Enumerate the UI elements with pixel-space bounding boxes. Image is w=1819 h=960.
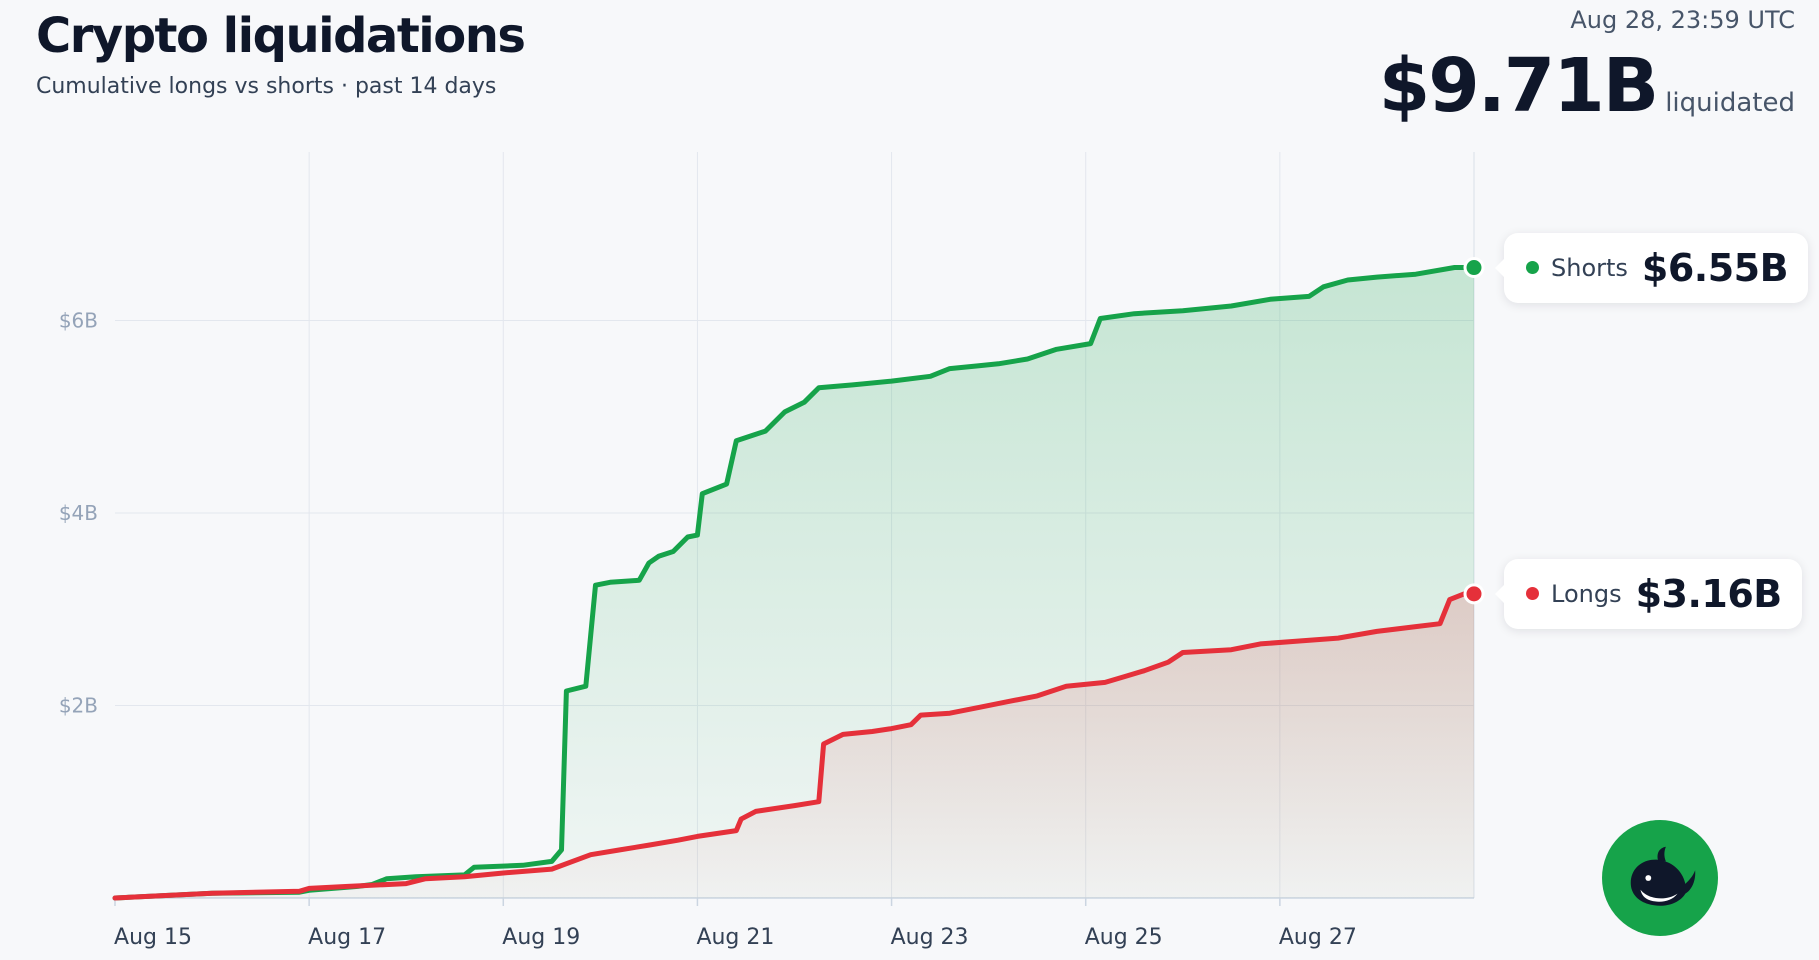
x-tick-label: Aug 15 — [114, 925, 192, 950]
total-value: $9.71B — [1378, 43, 1659, 129]
shorts-callout: Shorts $6.55B — [1494, 232, 1809, 303]
shorts-end-point — [1463, 257, 1485, 279]
x-tick-label: Aug 19 — [502, 925, 580, 950]
page-title: Crypto liquidations — [36, 8, 526, 64]
longs-callout: Longs $3.16B — [1495, 558, 1802, 629]
longs-end-point — [1463, 583, 1485, 605]
total-suffix: liquidated — [1665, 88, 1795, 118]
whale-icon — [1630, 846, 1696, 906]
y-tick-label: $4B — [59, 501, 98, 525]
x-tick-label: Aug 27 — [1279, 925, 1357, 950]
longs-callout-name: Longs — [1551, 579, 1622, 608]
page-subtitle: Cumulative longs vs shorts · past 14 day… — [36, 74, 497, 99]
longs-legend-dot — [1526, 587, 1539, 601]
longs-area — [115, 593, 1474, 898]
shorts-callout-value: $6.55B — [1641, 245, 1789, 290]
y-tick-label: $2B — [59, 693, 98, 717]
x-tick-label: Aug 17 — [308, 925, 386, 950]
timestamp: Aug 28, 23:59 UTC — [1570, 6, 1795, 34]
shorts-callout-name: Shorts — [1551, 253, 1628, 282]
brand-logo[interactable] — [1602, 820, 1718, 936]
x-tick-label: Aug 25 — [1085, 925, 1163, 950]
longs-line — [112, 591, 1477, 901]
x-tick-label: Aug 21 — [696, 925, 774, 950]
y-tick-label: $6B — [59, 308, 98, 332]
shorts-line — [112, 265, 1477, 901]
total-liquidated: $9.71B liquidated — [1379, 44, 1795, 128]
longs-callout-value: $3.16B — [1635, 571, 1783, 616]
shorts-legend-dot — [1526, 261, 1539, 274]
x-tick-label: Aug 23 — [891, 925, 969, 950]
